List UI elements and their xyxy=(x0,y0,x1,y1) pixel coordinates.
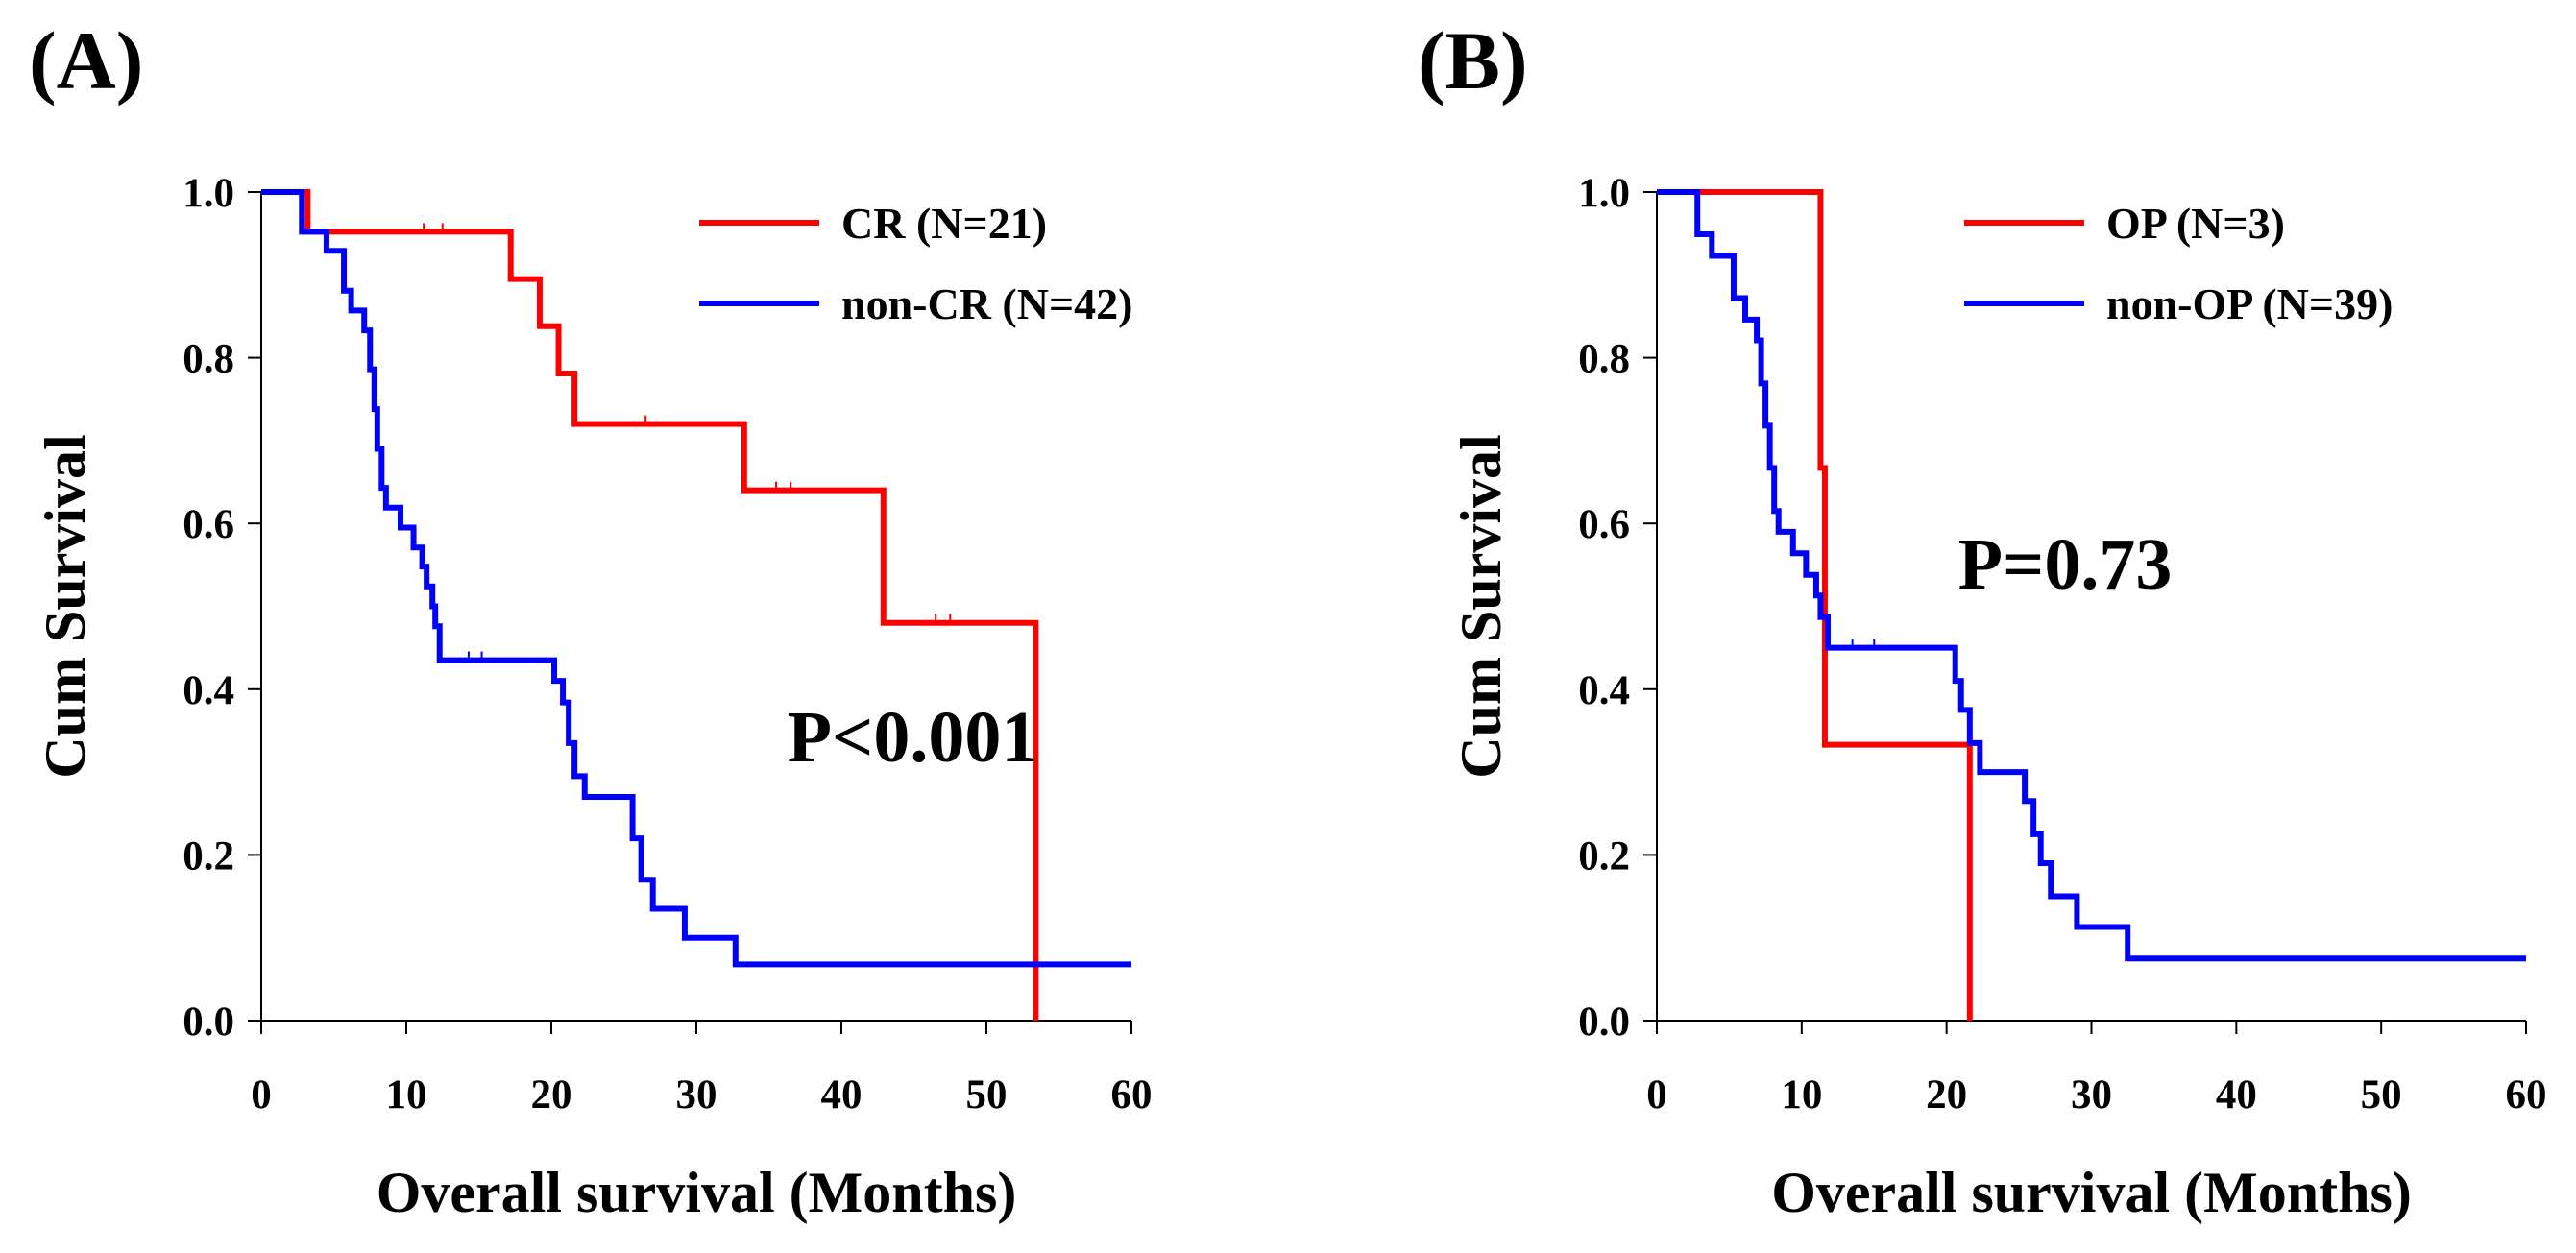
panel-label: (A) xyxy=(29,14,143,107)
x-tick-label: 20 xyxy=(531,1072,572,1118)
x-tick-label: 20 xyxy=(1926,1072,1967,1118)
panel-a: (A) 0.0 0.2 0.4 0.6 0.8 1.0 0 10 20 30 40 50 60 Overal… xyxy=(29,14,1153,1224)
series-line-2 xyxy=(261,189,1131,968)
legend-label-2: non-CR (N=42) xyxy=(841,279,1133,328)
series-line-2 xyxy=(1657,189,2526,962)
y-tick-label: 0.2 xyxy=(1578,833,1630,879)
panel-label: (B) xyxy=(1418,14,1528,107)
y-tick-label: 0.6 xyxy=(1578,502,1630,547)
y-tick-label: 0.8 xyxy=(182,337,234,382)
x-tick-label: 0 xyxy=(1646,1072,1667,1118)
panel-b: (B) 0.0 0.2 0.4 0.6 0.8 1.0 0 10 20 30 40 50 60 Overal… xyxy=(1418,14,2547,1224)
x-tick-label: 50 xyxy=(966,1072,1008,1118)
p-value-annotation: P=0.73 xyxy=(1958,524,2173,605)
y-tick-label: 0.6 xyxy=(182,502,234,547)
y-tick-label: 0.0 xyxy=(182,1000,234,1045)
x-tick-label: 30 xyxy=(2071,1072,2112,1118)
y-tick-label: 0.0 xyxy=(1578,1000,1630,1045)
x-tick-label: 10 xyxy=(1781,1072,1822,1118)
x-tick-label: 40 xyxy=(2216,1072,2257,1118)
y-tick-label: 0.2 xyxy=(182,833,234,879)
x-tick-label: 30 xyxy=(676,1072,717,1118)
x-tick-label: 60 xyxy=(1111,1072,1153,1118)
x-tick-label: 40 xyxy=(821,1072,863,1118)
x-axis-title: Overall survival (Months) xyxy=(1771,1161,2412,1224)
p-value-annotation: P<0.001 xyxy=(788,697,1038,778)
x-tick-label: 10 xyxy=(386,1072,427,1118)
y-axis-title: Cum Survival xyxy=(34,434,97,778)
series-line-1 xyxy=(1657,189,1973,1021)
y-tick-label: 1.0 xyxy=(182,171,234,216)
y-axis-title: Cum Survival xyxy=(1449,434,1513,778)
x-tick-label: 0 xyxy=(251,1072,272,1118)
legend-label-1: OP (N=3) xyxy=(2106,199,2285,248)
y-tick-label: 0.4 xyxy=(182,668,234,713)
y-tick-label: 0.4 xyxy=(1578,668,1630,713)
y-tick-label: 0.8 xyxy=(1578,337,1630,382)
x-tick-label: 50 xyxy=(2361,1072,2402,1118)
legend-label-2: non-OP (N=39) xyxy=(2106,279,2393,328)
x-tick-label: 60 xyxy=(2506,1072,2547,1118)
y-tick-label: 1.0 xyxy=(1578,171,1630,216)
x-axis-title: Overall survival (Months) xyxy=(377,1161,1017,1224)
legend-label-1: CR (N=21) xyxy=(841,199,1047,248)
